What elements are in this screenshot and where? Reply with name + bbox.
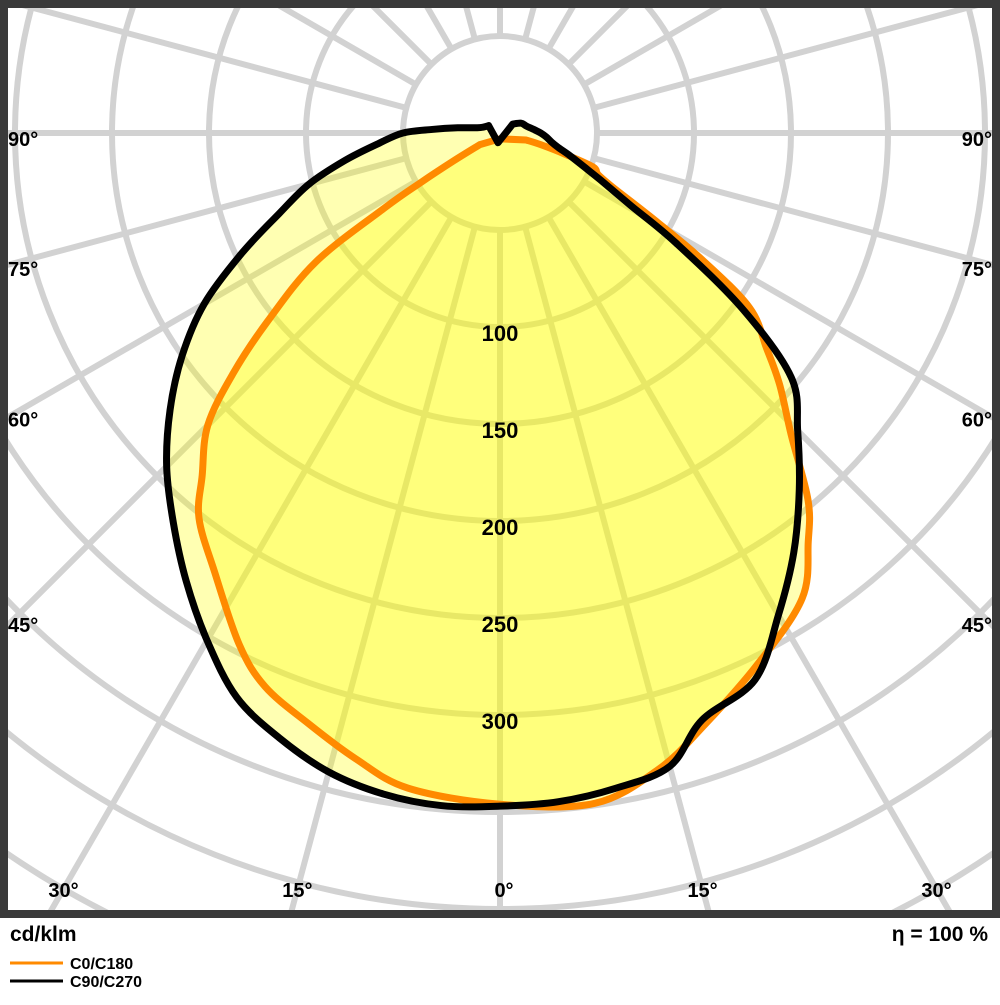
angle-label-side: 75°: [8, 259, 38, 281]
angle-label-bottom: 30°: [48, 880, 78, 902]
angle-label-side: 90°: [8, 129, 38, 151]
angle-label-side: 45°: [8, 615, 38, 637]
legend-label: C0/C180: [70, 956, 133, 973]
angle-label-side: 45°: [962, 615, 992, 637]
angle-label-side: 60°: [962, 410, 992, 432]
ring-label: 200: [482, 515, 519, 540]
angle-label-side: 60°: [8, 410, 38, 432]
ring-label: 150: [482, 418, 519, 443]
ring-label: 100: [482, 321, 519, 346]
ring-label: 300: [482, 709, 519, 734]
angle-label-bottom: 15°: [687, 880, 717, 902]
unit-label: cd/klm: [10, 923, 77, 946]
angle-label-bottom: 30°: [921, 880, 951, 902]
angle-label-bottom: 15°: [282, 880, 312, 902]
ring-label: 250: [482, 612, 519, 637]
efficiency-label: η = 100 %: [892, 923, 989, 946]
angle-label-bottom: 0°: [494, 880, 513, 902]
angle-label-side: 75°: [962, 259, 992, 281]
legend-label: C90/C270: [70, 974, 142, 991]
angle-label-side: 90°: [962, 129, 992, 151]
